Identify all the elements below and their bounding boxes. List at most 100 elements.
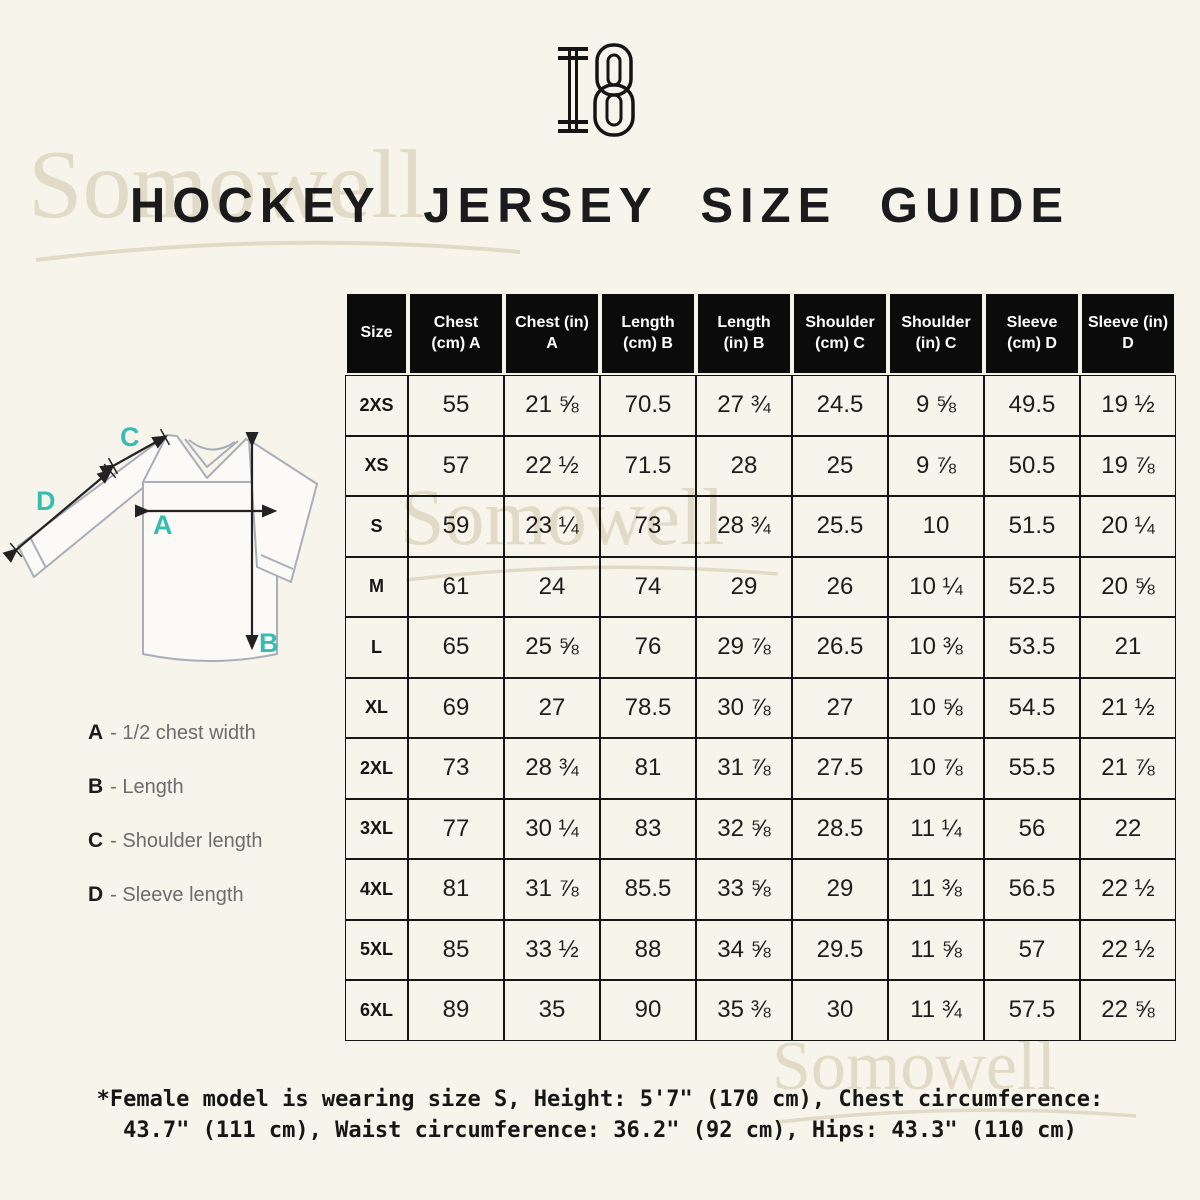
measurement-legend: A - 1/2 chest width B - Length C - Shoul… [88,706,263,922]
column-header: Size [345,292,408,375]
column-header: Shoulder (in) C [888,292,984,375]
value-cell: 56 [984,798,1080,859]
value-cell: 83 [600,798,696,859]
value-cell: 32 ⅝ [696,798,792,859]
value-cell: 57 [408,435,504,496]
value-cell: 10 ⅞ [888,738,984,799]
footnote-line-1: *Female model is wearing size S, Height:… [96,1087,1104,1112]
value-cell: 81 [600,738,696,799]
column-header: Shoulder (cm) C [792,292,888,375]
size-cell: XL [345,677,408,738]
value-cell: 85 [408,919,504,980]
value-cell: 70.5 [600,375,696,436]
value-cell: 59 [408,496,504,557]
legend-item-a: A - 1/2 chest width [88,706,263,760]
value-cell: 31 ⅞ [696,738,792,799]
size-cell: XS [345,435,408,496]
value-cell: 21 ⅞ [1080,738,1176,799]
value-cell: 90 [600,980,696,1041]
value-cell: 9 ⅞ [888,435,984,496]
value-cell: 27 ¾ [696,375,792,436]
value-cell: 25 [792,435,888,496]
size-cell: M [345,556,408,617]
column-header: Length (cm) B [600,292,696,375]
size-cell: S [345,496,408,557]
value-cell: 29 [792,859,888,920]
collar-inner-line [184,438,239,468]
legend-item-b: B - Length [88,760,263,814]
value-cell: 51.5 [984,496,1080,557]
value-cell: 71.5 [600,435,696,496]
i8-monogram-logo-icon [558,43,635,137]
value-cell: 27 [504,677,600,738]
value-cell: 76 [600,617,696,678]
value-cell: 30 ⅞ [696,677,792,738]
value-cell: 27 [792,677,888,738]
value-cell: 21 ⅝ [504,375,600,436]
value-cell: 55.5 [984,738,1080,799]
footnote-line-2: 43.7" (111 cm), Waist circumference: 36.… [123,1118,1077,1143]
measure-arrow-c [99,435,168,478]
value-cell: 11 ¾ [888,980,984,1041]
value-cell: 54.5 [984,677,1080,738]
value-cell: 35 [504,980,600,1041]
column-header: Chest (in) A [504,292,600,375]
value-cell: 89 [408,980,504,1041]
value-cell: 29 ⅞ [696,617,792,678]
value-cell: 25.5 [792,496,888,557]
label-a: A [153,510,173,540]
value-cell: 22 ⅝ [1080,980,1176,1041]
value-cell: 78.5 [600,677,696,738]
jersey-measurement-diagram: A B C D [2,422,318,662]
value-cell: 35 ⅜ [696,980,792,1041]
value-cell: 28 [696,435,792,496]
value-cell: 29.5 [792,919,888,980]
value-cell: 10 ¼ [888,556,984,617]
size-table: Size Chest (cm) A Chest (in) A Length (cm) … [345,292,1176,1041]
legend-text: - Length [110,775,184,798]
value-cell: 10 ⅜ [888,617,984,678]
value-cell: 57 [984,919,1080,980]
legend-item-c: C - Shoulder length [88,814,263,868]
legend-text: - 1/2 chest width [110,721,256,744]
legend-letter: D [88,883,104,906]
value-cell: 50.5 [984,435,1080,496]
value-cell: 20 ¼ [1080,496,1176,557]
value-cell: 65 [408,617,504,678]
value-cell: 28.5 [792,798,888,859]
collar-back-line [188,439,236,451]
label-c: C [120,422,140,452]
value-cell: 69 [408,677,504,738]
value-cell: 9 ⅝ [888,375,984,436]
value-cell: 49.5 [984,375,1080,436]
value-cell: 24.5 [792,375,888,436]
label-d: D [36,486,56,516]
value-cell: 85.5 [600,859,696,920]
value-cell: 31 ⅞ [504,859,600,920]
value-cell: 22 ½ [1080,919,1176,980]
value-cell: 22 ½ [1080,859,1176,920]
right-cuff-line [260,554,294,570]
value-cell: 24 [504,556,600,617]
value-cell: 33 ⅝ [696,859,792,920]
value-cell: 34 ⅝ [696,919,792,980]
value-cell: 23 ¼ [504,496,600,557]
size-cell: 6XL [345,980,408,1041]
value-cell: 29 [696,556,792,617]
legend-text: - Sleeve length [110,883,244,906]
value-cell: 28 ¾ [504,738,600,799]
value-cell: 19 ½ [1080,375,1176,436]
value-cell: 55 [408,375,504,436]
legend-item-d: D - Sleeve length [88,868,263,922]
dimension-ticks [9,428,171,558]
value-cell: 25 ⅝ [504,617,600,678]
size-cell: L [345,617,408,678]
jersey-body [142,481,278,662]
value-cell: 22 ½ [504,435,600,496]
value-cell: 88 [600,919,696,980]
model-footnote: *Female model is wearing size S, Height:… [0,1084,1200,1146]
value-cell: 73 [600,496,696,557]
size-cell: 3XL [345,798,408,859]
legend-letter: A [88,721,104,744]
